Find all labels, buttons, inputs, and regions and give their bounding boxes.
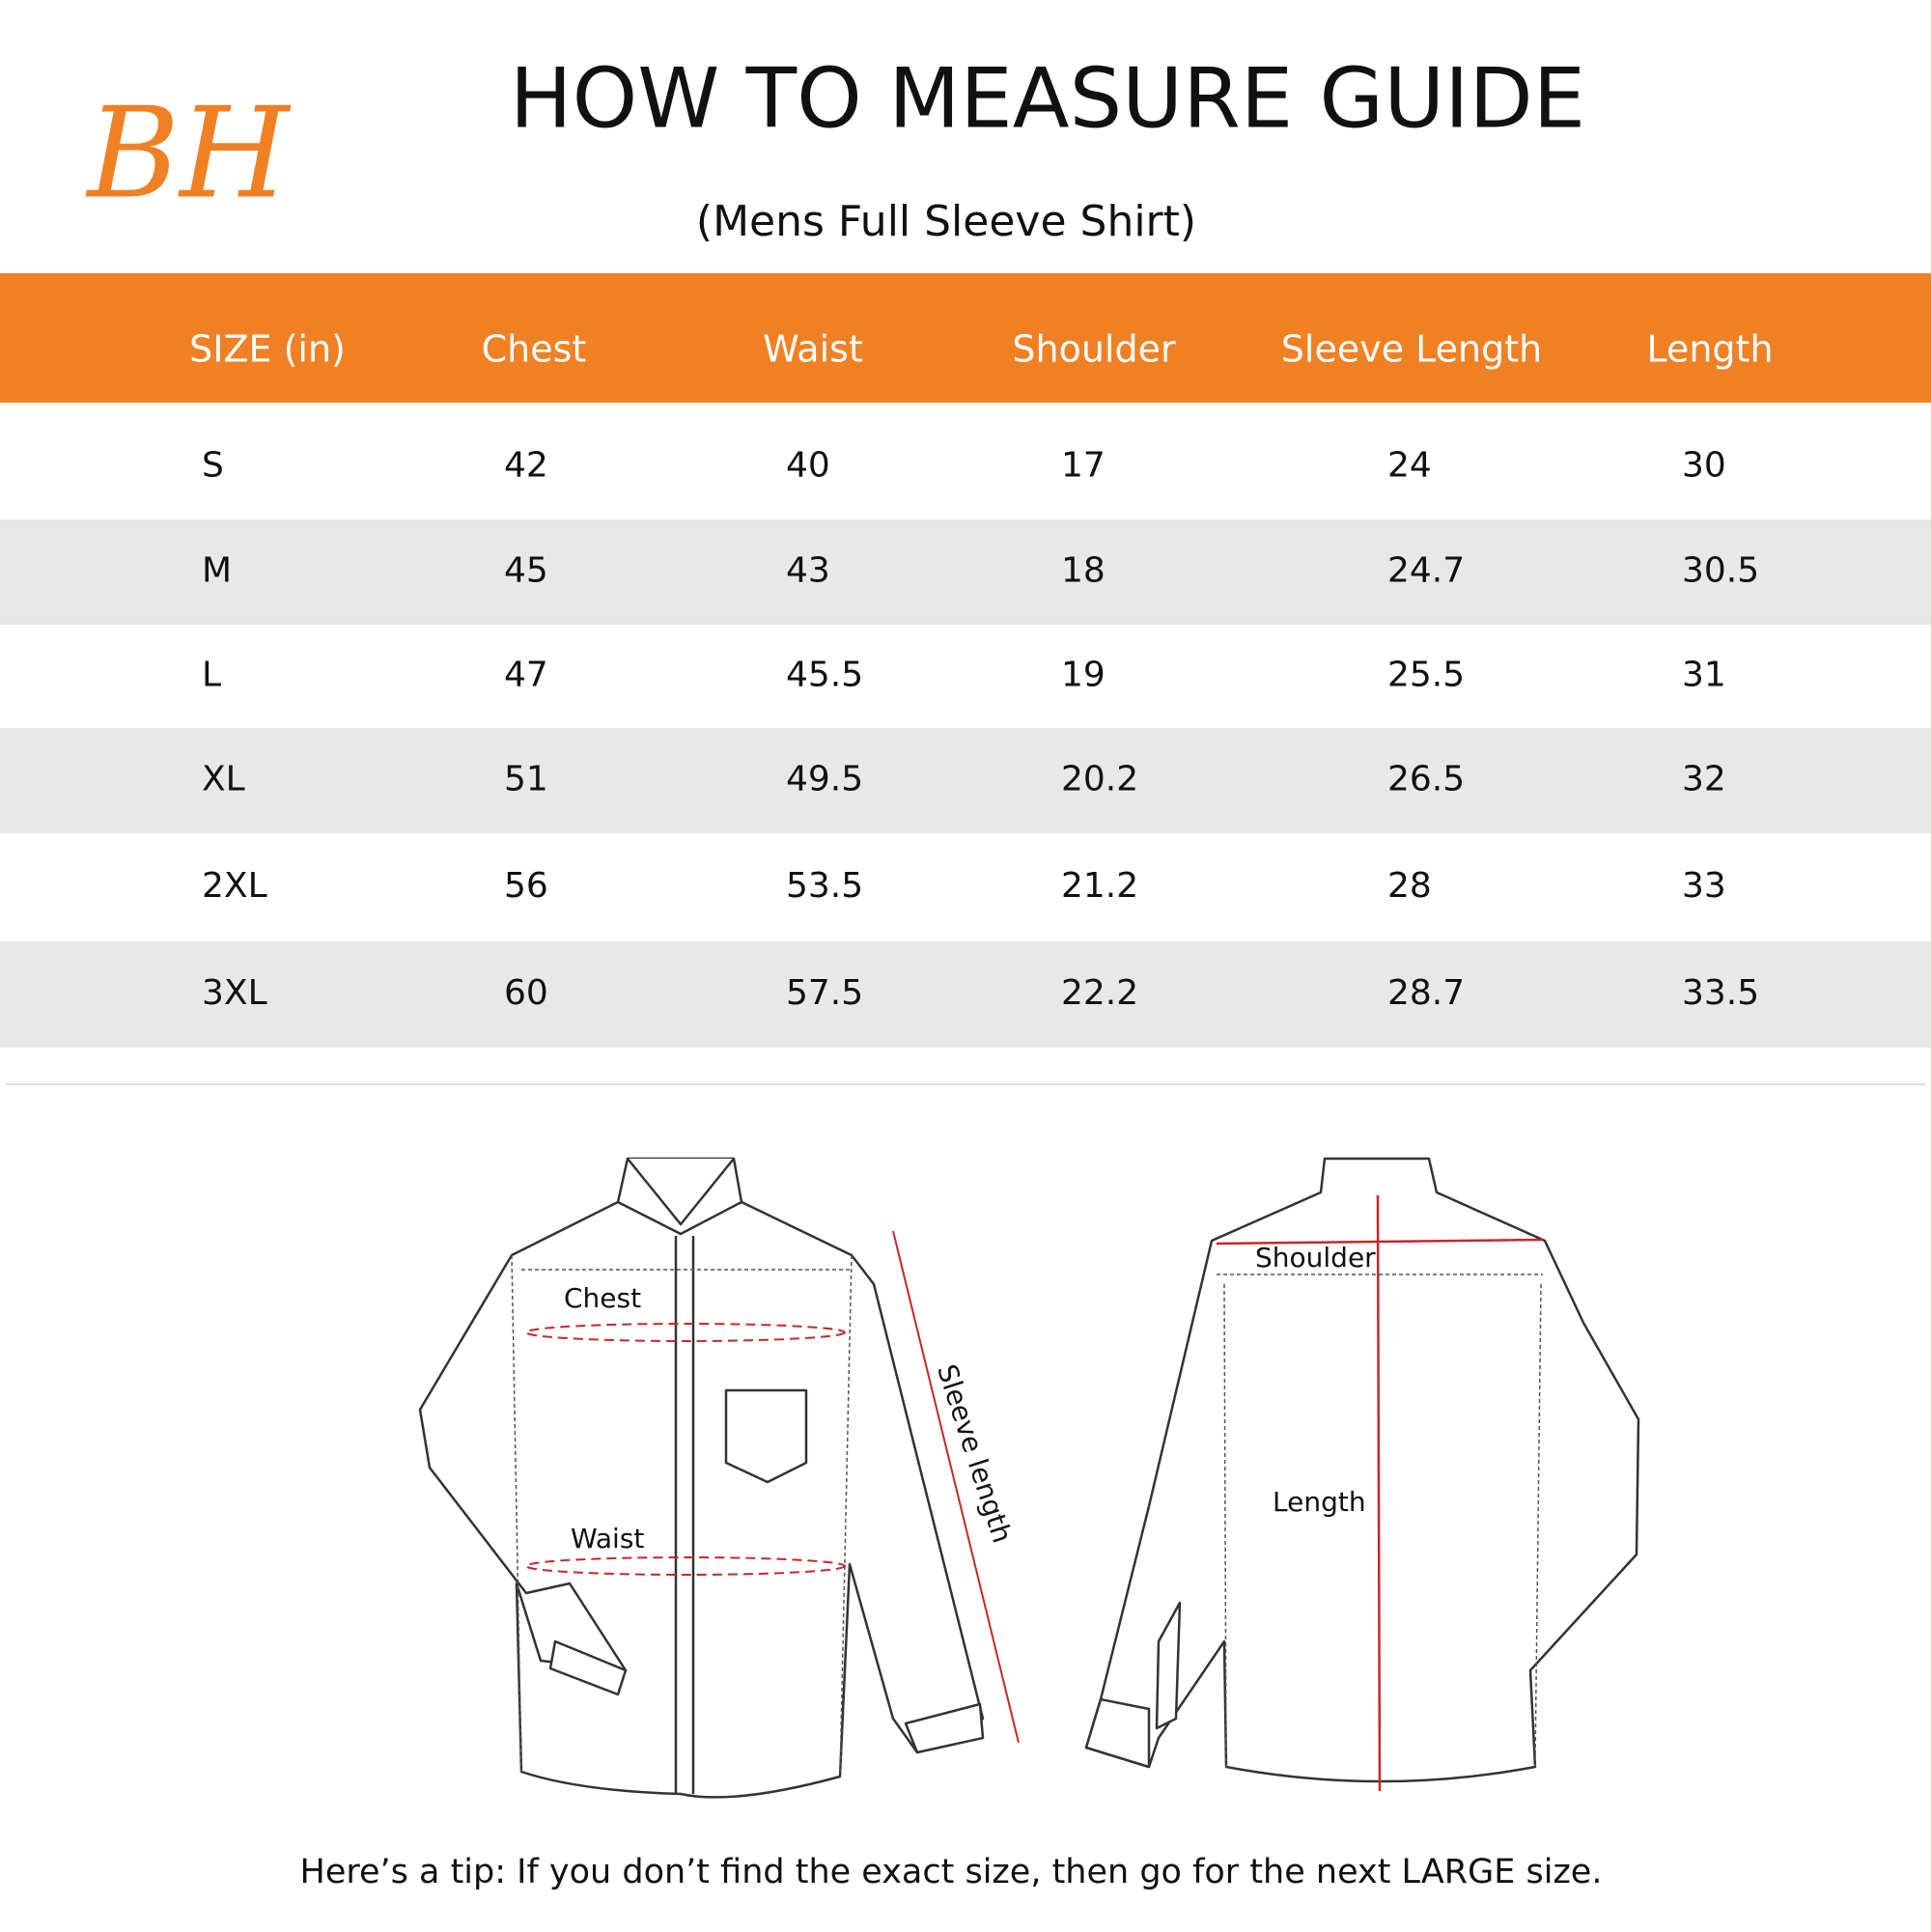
cell-value: 56: [504, 866, 548, 906]
cell-value: 28.7: [1387, 973, 1465, 1013]
cell-value: 31: [1682, 656, 1726, 695]
cell-value: 19: [1061, 656, 1105, 695]
cell-value: 45: [504, 551, 548, 591]
column-header: Sleeve Length: [1281, 328, 1542, 371]
row-band: [0, 519, 1931, 625]
column-header: Waist: [763, 328, 863, 371]
size-label: 3XL: [202, 973, 267, 1013]
column-header: Length: [1646, 328, 1773, 371]
cell-value: 33: [1682, 866, 1726, 906]
column-header: Shoulder: [1012, 328, 1176, 371]
column-header: Chest: [482, 328, 587, 371]
back-shirt: Shoulder Length: [1084, 1157, 1640, 1792]
cell-value: 26.5: [1387, 760, 1465, 799]
table-header-bar: [0, 273, 1931, 403]
cell-value: 45.5: [786, 656, 863, 695]
waist-label: Waist: [571, 1523, 644, 1554]
waist-measure: [525, 1556, 846, 1576]
length-label: Length: [1273, 1486, 1366, 1518]
cell-value: 30: [1682, 446, 1726, 486]
subtitle: (Mens Full Sleeve Shirt): [696, 197, 1196, 246]
cell-value: 17: [1061, 446, 1105, 486]
size-label: 2XL: [202, 866, 267, 906]
sleeve-measure: [892, 1230, 1020, 1744]
cell-value: 24.7: [1387, 551, 1465, 591]
chest-label: Chest: [564, 1282, 641, 1314]
shoulder-label: Shoulder: [1255, 1242, 1376, 1274]
front-shirt: Chest Waist Sleeve length: [418, 1157, 1020, 1799]
cell-value: 53.5: [786, 866, 863, 906]
cell-value: 20.2: [1061, 760, 1138, 799]
cell-value: 30.5: [1682, 551, 1759, 591]
cell-value: 28: [1387, 866, 1432, 906]
cell-value: 18: [1061, 551, 1105, 591]
cell-value: 47: [504, 656, 548, 695]
cell-value: 32: [1682, 760, 1726, 799]
logo-text: BH: [86, 80, 293, 227]
cell-value: 40: [786, 446, 830, 486]
logo: BH: [86, 80, 293, 227]
cell-value: 24: [1387, 446, 1432, 486]
cell-value: 49.5: [786, 760, 863, 799]
cell-value: 21.2: [1061, 866, 1138, 906]
cell-value: 43: [786, 551, 830, 591]
cell-value: 42: [504, 446, 548, 486]
row-band: [0, 728, 1931, 833]
sleeve-length-label: Sleeve length: [931, 1360, 1019, 1547]
title: HOW TO MEASURE GUIDE: [510, 50, 1585, 147]
tip: Here’s a tip: If you don’t find the exac…: [300, 1853, 1603, 1891]
size-label: L: [202, 656, 221, 695]
size-label: XL: [202, 760, 245, 799]
length-measure: [1376, 1194, 1382, 1792]
shoulder-measure: [1216, 1238, 1544, 1246]
cell-value: 57.5: [786, 973, 863, 1013]
cell-value: 51: [504, 760, 548, 799]
chest-measure: [525, 1323, 846, 1342]
size-table: SIZE (in) Chest Waist Shoulder Sleeve Length…: [0, 328, 1931, 1048]
cell-value: 22.2: [1061, 973, 1138, 1013]
row-band: [0, 941, 1931, 1048]
size-label: M: [202, 551, 232, 591]
cell-value: 60: [504, 973, 548, 1013]
column-header: SIZE (in): [189, 328, 346, 371]
cell-value: 25.5: [1387, 656, 1465, 695]
size-label: S: [202, 446, 224, 486]
cell-value: 33.5: [1682, 973, 1759, 1013]
